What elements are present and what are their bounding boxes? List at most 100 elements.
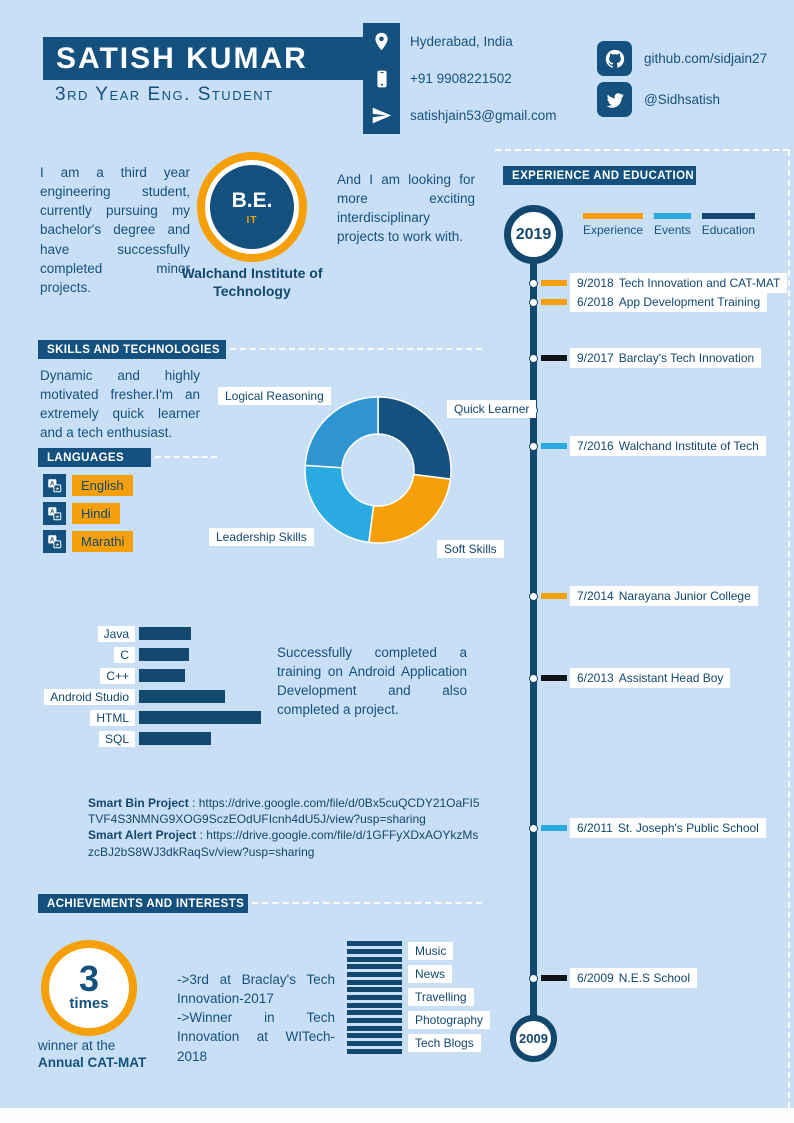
project-url[interactable]: https://drive.google.com/file/d/0Bx5cuQC… (88, 796, 480, 827)
contact-phone: +91 9908221502 (363, 60, 512, 97)
section-languages-header: LANGUAGES (38, 448, 151, 467)
interest-stripes-icon (347, 1018, 402, 1023)
interest-stripes-icon (347, 957, 402, 962)
timeline-item: 6/2009 N.E.S School (570, 968, 698, 989)
timeline-line (530, 234, 537, 1038)
section-languages-title: LANGUAGES (47, 451, 125, 464)
interest-stripes-icon (347, 1033, 402, 1038)
skills-donut-chart (304, 396, 452, 544)
interest-stripes-icon (347, 1003, 402, 1008)
twitter-icon (597, 82, 632, 117)
bar-fill (139, 690, 225, 703)
start-year-label: 2019 (515, 225, 552, 243)
email-text[interactable]: satishjain53@gmail.com (410, 108, 557, 123)
android-note-text: Successfully completed a training on And… (277, 645, 467, 718)
person-title: 3rd Year Eng. Student (55, 84, 274, 105)
degree-badge-inner: B.E. IT (210, 165, 294, 249)
bar-row-android-studio: Android Studio (36, 688, 225, 705)
project-name: Smart Bin Project (88, 796, 189, 810)
legend-experience: Experience (583, 213, 644, 237)
interest-stripes-icon (347, 1010, 402, 1015)
donut-segment-soft-skills (368, 473, 452, 544)
timeline-node (529, 673, 538, 683)
timeline-item-date: 9/2018 (577, 275, 614, 290)
bar-label-cell: C (36, 646, 135, 663)
dashed-divider (495, 149, 789, 151)
bar-label: SQL (98, 730, 135, 747)
bar-label-cell: SQL (36, 730, 135, 747)
bar-fill (139, 648, 189, 661)
timeline-node (529, 592, 538, 602)
translate-icon: A (43, 530, 66, 553)
legend-events: Events (654, 213, 691, 237)
projects-block: Smart Bin Project : https://drive.google… (88, 795, 480, 860)
bar-fill (139, 711, 261, 724)
timeline-tick (541, 593, 567, 600)
timeline-item-label: St. Joseph's Public School (617, 821, 759, 835)
timeline-tick (541, 298, 567, 305)
bar-row-c: C (36, 646, 189, 663)
phone-text: +91 9908221502 (410, 71, 512, 86)
social-github: github.com/sidjain27 (597, 41, 767, 76)
interest-stripes-icon (347, 964, 402, 969)
about-left-text: I am a third year engineering student, c… (40, 165, 190, 295)
timeline-tick (541, 674, 567, 681)
legend-swatch (583, 213, 644, 219)
contact-location: Hyderabad, India (363, 23, 513, 60)
legend-label: Events (654, 223, 691, 237)
timeline-node (529, 278, 538, 288)
bar-row-java: Java (36, 625, 191, 642)
paper-plane-icon (363, 97, 400, 134)
github-handle[interactable]: github.com/sidjain27 (644, 51, 768, 66)
interest-stripes-icon (347, 1026, 402, 1031)
interest-label: News (408, 965, 453, 983)
interest-stripes-icon (347, 1049, 402, 1054)
section-skills-title: SKILLS AND TECHNOLOGIES (47, 343, 220, 356)
legend-label: Experience (583, 223, 644, 237)
donut-label-soft-skills: Soft Skills (437, 540, 504, 558)
language-chip: English (72, 475, 133, 496)
achievement-lines: ->3rd at Braclay's Tech Innovation-2017 … (177, 970, 335, 1066)
bar-label-cell: C++ (36, 667, 135, 684)
interest-label: Music (408, 942, 454, 960)
timeline-tick (541, 975, 567, 982)
dashed-divider (230, 348, 482, 350)
timeline-item-date: 7/2016 (577, 438, 614, 453)
svg-text:A: A (50, 481, 55, 488)
phone-icon (363, 60, 400, 97)
bar-fill (139, 732, 211, 745)
achievement-line: ->Winner in Tech Innovation at WITech-20… (177, 1010, 335, 1064)
section-experience-title: EXPERIENCE AND EDUCATION (512, 169, 695, 182)
achievement-caption: winner at the (38, 1038, 116, 1053)
timeline-item-date: 6/2013 (577, 670, 614, 685)
dashed-divider (788, 150, 790, 1108)
timeline-item-date: 6/2018 (577, 294, 614, 309)
donut-label-logical-reasoning: Logical Reasoning (218, 387, 331, 405)
dashed-divider (252, 902, 482, 904)
interest-stripes-icon (347, 941, 402, 946)
legend-swatch (654, 213, 691, 219)
timeline-item-label: Narayana Junior College (618, 589, 751, 604)
timeline-item: 6/2011 St. Joseph's Public School (570, 818, 766, 838)
twitter-handle[interactable]: @Sidhsatish (644, 92, 720, 107)
achievement-unit: times (69, 994, 109, 1012)
timeline-legend: Experience Events Education (583, 213, 756, 237)
project-url[interactable]: https://drive.google.com/file/d/1GFFyXDx… (88, 828, 479, 859)
legend-education: Education (701, 213, 756, 237)
interest-stripes-icon (347, 987, 402, 992)
timeline-item-label: Assistant Head Boy (618, 670, 724, 685)
bar-label: HTML (90, 709, 135, 726)
language-row: A Hindi (43, 502, 120, 525)
bar-label: Android Studio (44, 688, 135, 705)
donut-label-quick-learner: Quick Learner (447, 400, 537, 418)
timeline-tick (541, 355, 567, 361)
interest-stripes-icon (347, 995, 402, 1000)
timeline-tick (541, 279, 567, 286)
bar-label: C (114, 646, 135, 663)
donut-label-leadership-skills: Leadership Skills (209, 528, 314, 546)
translate-icon: A (43, 474, 66, 497)
interest-stripes-icon (347, 972, 402, 977)
language-chip: Marathi (72, 531, 134, 552)
section-skills-header: SKILLS AND TECHNOLOGIES (38, 340, 226, 359)
